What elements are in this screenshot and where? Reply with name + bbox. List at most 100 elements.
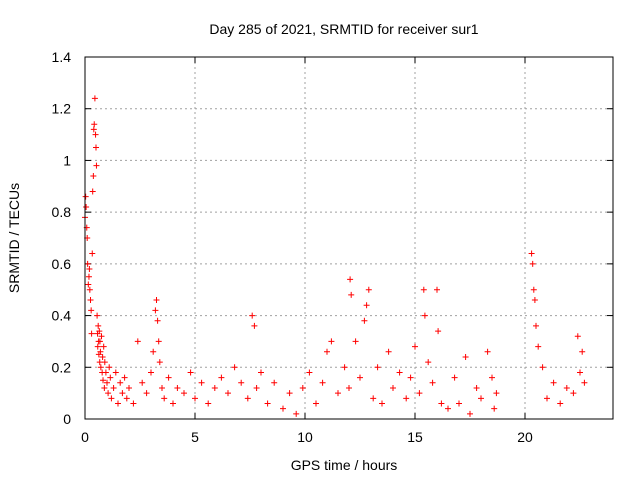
data-point [96, 338, 103, 345]
data-point [106, 364, 113, 371]
data-point [155, 338, 162, 345]
data-point [435, 328, 442, 335]
data-point [86, 266, 93, 273]
data-point [581, 379, 588, 386]
data-point [87, 297, 94, 304]
data-point [148, 369, 154, 376]
data-point [271, 379, 278, 386]
data-point [403, 395, 410, 402]
data-point [484, 348, 491, 355]
data-point [159, 384, 165, 391]
data-point [102, 369, 109, 376]
data-point [550, 379, 557, 386]
data-point [231, 364, 238, 371]
data-point [225, 390, 231, 397]
data-point [89, 188, 96, 195]
data-point [530, 286, 537, 293]
data-point [533, 322, 539, 329]
data-point [192, 395, 198, 402]
data-point [161, 395, 168, 402]
data-point [156, 359, 163, 366]
data-point [473, 384, 480, 391]
ticks-layer: 0 0.2 0.4 0.6 0.8 1 1.2 1.4 0 5 10 15 20 [52, 49, 613, 445]
data-point [117, 379, 124, 386]
data-point [249, 312, 256, 319]
y-tick-label: 1.2 [52, 101, 72, 117]
data-point [491, 405, 498, 412]
data-point [451, 374, 458, 381]
data-point [348, 291, 355, 298]
data-point [91, 121, 98, 128]
data-point [357, 374, 363, 381]
data-point [299, 384, 306, 391]
data-point [100, 377, 107, 384]
data-point [539, 364, 546, 371]
data-point [467, 410, 473, 417]
data-point [365, 286, 372, 293]
data-point [94, 343, 101, 350]
data-point [108, 395, 115, 402]
data-points [82, 95, 588, 417]
data-point [370, 395, 377, 402]
data-point [379, 400, 385, 407]
data-point [462, 353, 469, 360]
data-point [88, 307, 95, 314]
data-point [88, 330, 95, 337]
data-point [425, 359, 432, 366]
data-point [107, 374, 114, 381]
data-point [143, 390, 150, 397]
data-point [352, 338, 359, 345]
data-point [154, 317, 161, 324]
data-point [82, 193, 89, 200]
y-axis-label: SRMTID / TECUs [6, 183, 22, 293]
data-point [93, 144, 99, 151]
data-point [100, 343, 107, 350]
data-point [112, 369, 119, 376]
data-point [85, 281, 92, 288]
data-point [579, 348, 586, 355]
data-point [123, 395, 130, 402]
data-point [126, 384, 132, 391]
chart-title: Day 285 of 2021, SRMTID for receiver sur… [209, 21, 478, 37]
data-point [346, 384, 352, 391]
data-point [244, 395, 251, 402]
data-point [421, 312, 428, 319]
data-point [324, 348, 330, 355]
data-point [110, 384, 117, 391]
x-tick-label: 10 [297, 429, 313, 445]
data-point [529, 260, 536, 267]
data-point [121, 374, 128, 381]
data-point [98, 333, 105, 340]
data-point [90, 172, 97, 179]
data-point [577, 369, 583, 376]
data-point [187, 369, 194, 376]
data-point [101, 384, 108, 391]
data-point [574, 333, 581, 340]
data-point [319, 379, 326, 386]
data-point [313, 400, 319, 407]
data-point [90, 126, 97, 133]
data-point [531, 297, 538, 304]
data-point [347, 276, 354, 283]
y-tick-label: 0.2 [52, 359, 72, 375]
data-point [93, 162, 100, 169]
data-point [119, 390, 126, 397]
data-point [456, 400, 462, 407]
data-point [83, 203, 90, 210]
data-point [205, 400, 212, 407]
data-point [97, 348, 104, 355]
data-point [94, 312, 101, 319]
data-point [363, 302, 370, 309]
data-point [150, 348, 157, 355]
data-point [89, 250, 96, 257]
data-point [306, 369, 313, 376]
data-point [104, 379, 110, 386]
y-tick-label: 0.6 [52, 256, 72, 272]
data-point [341, 364, 348, 371]
data-point [528, 250, 535, 257]
data-point [101, 359, 108, 366]
data-point [361, 317, 368, 324]
data-point [535, 343, 542, 350]
y-tick-label: 1.4 [52, 49, 72, 65]
